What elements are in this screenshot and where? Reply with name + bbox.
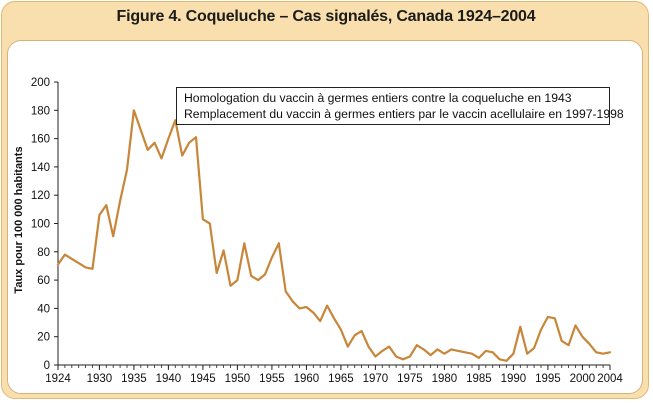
y-tick-label: 20	[37, 332, 50, 344]
x-tick-label: 1970	[363, 373, 389, 385]
x-tick-label: 2004	[597, 373, 623, 385]
x-tick-label: 1924	[45, 373, 71, 385]
x-tick-label: 1980	[432, 373, 458, 385]
annotation-box: Homologation du vaccin à germes entiers …	[176, 87, 624, 125]
y-tick-label: 180	[31, 105, 50, 117]
series-group	[56, 109, 612, 362]
y-axis-label: Taux pour 100 000 habitants	[13, 146, 25, 293]
annotation-line-1: Homologation du vaccin à germes entiers …	[184, 91, 572, 105]
y-tick-label: 0	[44, 360, 50, 372]
y-tick-label: 40	[37, 303, 50, 315]
y-tick-label: 60	[37, 275, 50, 287]
x-tick-label: 1955	[259, 373, 285, 385]
x-tick-label: 1975	[397, 373, 423, 385]
series-line	[56, 109, 612, 362]
x-tick-label: 1960	[294, 373, 320, 385]
x-tick-label: 1985	[466, 373, 492, 385]
x-tick-label: 1990	[501, 373, 527, 385]
y-tick-label: 160	[31, 134, 50, 146]
x-tick-label: 1940	[156, 373, 182, 385]
x-tick-label: 1945	[190, 373, 216, 385]
x-axis-ticks: 1924 1930 1935 1940 1945 1950 1955 1960 1965 1970…	[45, 365, 623, 385]
x-tick-label: 2000	[570, 373, 596, 385]
x-tick-label: 1935	[121, 373, 147, 385]
figure-title: Figure 4. Coqueluche – Cas signalés, Can…	[116, 8, 536, 25]
x-tick-label: 1950	[225, 373, 251, 385]
x-tick-label: 1995	[535, 373, 561, 385]
x-tick-label: 1965	[328, 373, 354, 385]
y-axis-ticks: 0 20 40 60 80 100 120 140 160 180 200	[31, 77, 58, 372]
y-tick-label: 100	[31, 219, 50, 231]
y-tick-label: 120	[31, 190, 50, 202]
annotation-line-2: Remplacement du vaccin à germes entiers …	[184, 107, 624, 121]
y-tick-label: 80	[37, 247, 50, 259]
x-tick-label: 1930	[87, 373, 113, 385]
y-tick-label: 200	[31, 77, 50, 89]
y-tick-label: 140	[31, 162, 50, 174]
